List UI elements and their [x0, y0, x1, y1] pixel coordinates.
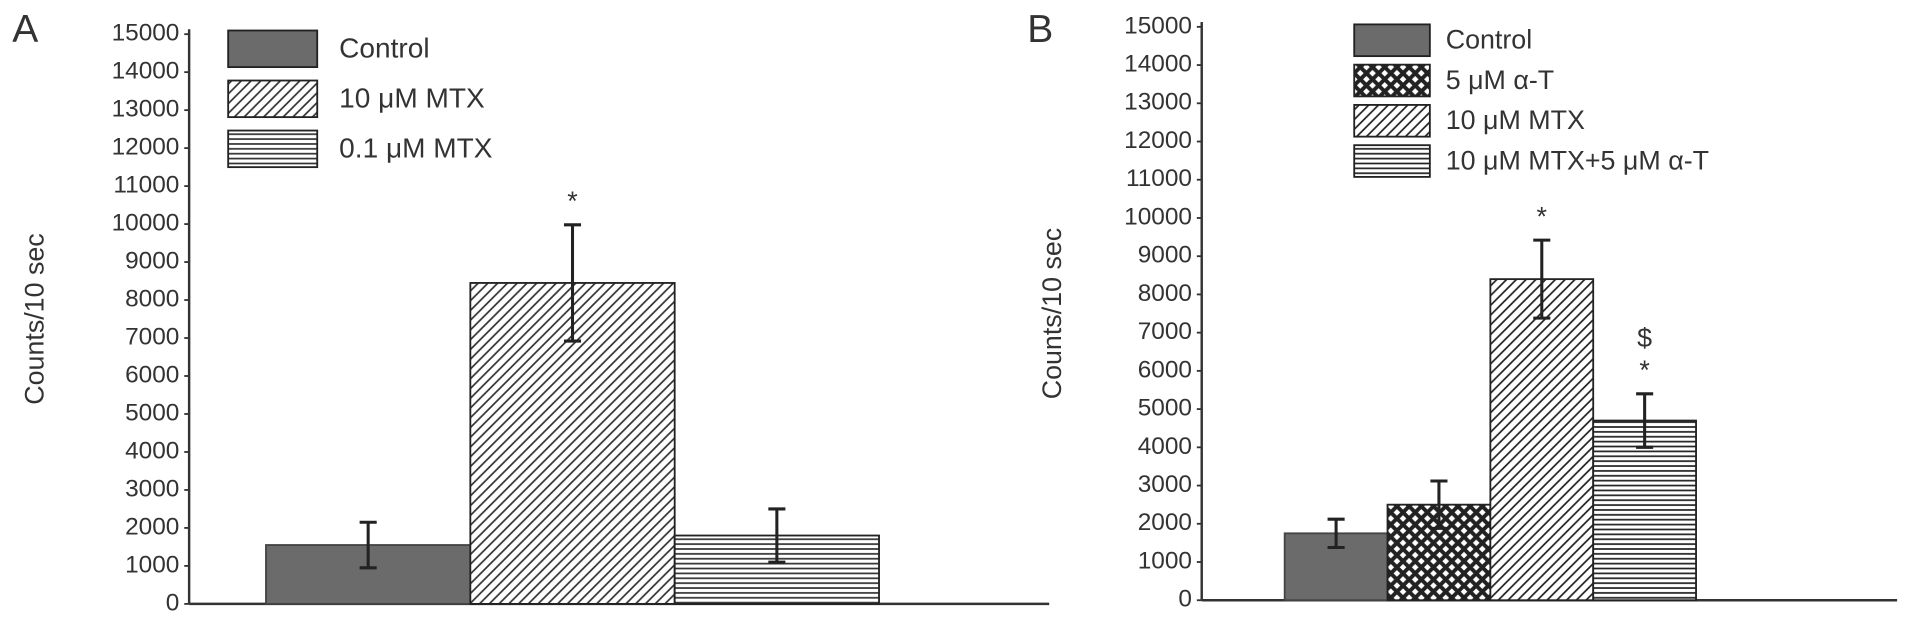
- y-axis-label: Counts/10 sec: [1037, 228, 1067, 400]
- legend-label: Control: [1446, 25, 1532, 55]
- error-bar: [1533, 238, 1551, 320]
- y-tick-label: 14000: [112, 58, 180, 85]
- legend-swatch: [1353, 23, 1431, 58]
- y-tick-label: 10000: [1124, 203, 1192, 230]
- error-bar: [1430, 479, 1448, 530]
- legend-label: 10 μM MTX: [1446, 105, 1585, 135]
- y-tick-label: 12000: [112, 134, 180, 161]
- y-tick-label: 5000: [1138, 395, 1192, 422]
- panel-label: A: [12, 8, 38, 51]
- y-tick-label: 15000: [1124, 12, 1192, 39]
- y-tick-label: 6000: [125, 361, 179, 388]
- y-tick-label: 9000: [125, 247, 179, 274]
- y-tick-label: 9000: [1138, 242, 1192, 269]
- y-tick-label: 2000: [125, 513, 179, 540]
- y-tick-label: 3000: [1138, 471, 1192, 498]
- y-tick-label: 11000: [113, 172, 179, 199]
- significance-mark: $: [1637, 323, 1652, 353]
- error-bar: [1636, 392, 1654, 449]
- y-tick-label: 7000: [125, 323, 179, 350]
- legend-label: 5 μM α-T: [1446, 65, 1554, 95]
- legend-swatch: [1353, 104, 1431, 138]
- legend-label: 0.1 μM MTX: [339, 132, 493, 163]
- legend-label: Control: [339, 32, 429, 63]
- legend-swatch: [1353, 63, 1431, 98]
- error-bar: [768, 507, 786, 564]
- legend-swatch: [227, 29, 319, 69]
- legend-swatch: [227, 79, 319, 119]
- y-tick-label: 3000: [125, 475, 179, 502]
- y-tick-label: 11000: [1126, 165, 1192, 192]
- bar: [1592, 419, 1697, 602]
- y-tick-label: 7000: [1138, 318, 1192, 345]
- significance-mark: *: [567, 186, 578, 216]
- y-tick-label: 8000: [125, 285, 179, 312]
- panel-label: B: [1027, 8, 1053, 51]
- legend-swatch: [227, 129, 319, 169]
- y-tick-label: 13000: [112, 96, 180, 123]
- y-tick-label: 0: [166, 589, 180, 616]
- y-tick-label: 12000: [1124, 127, 1192, 154]
- y-tick-label: 1000: [1138, 547, 1192, 574]
- y-tick-label: 10000: [112, 210, 180, 237]
- y-tick-label: 15000: [112, 20, 180, 47]
- legend-label: 10 μM MTX+5 μM α-T: [1446, 145, 1709, 175]
- legend-label: 10 μM MTX: [339, 82, 485, 113]
- y-tick-label: 5000: [125, 399, 179, 426]
- y-tick-label: 13000: [1124, 89, 1192, 116]
- y-tick-label: 0: [1178, 586, 1192, 613]
- y-tick-label: 14000: [1124, 51, 1192, 78]
- error-bar: [1327, 517, 1345, 550]
- y-tick-label: 4000: [125, 437, 179, 464]
- significance-mark: *: [1537, 201, 1548, 231]
- significance-mark: *: [1639, 355, 1650, 385]
- y-tick-label: 1000: [125, 551, 179, 578]
- y-axis-label: Counts/10 sec: [20, 233, 50, 405]
- error-bar: [563, 223, 582, 343]
- y-tick-label: 6000: [1138, 356, 1192, 383]
- y-tick-label: 8000: [1138, 280, 1192, 307]
- y-tick-label: 2000: [1138, 509, 1192, 536]
- legend-swatch: [1353, 144, 1431, 178]
- error-bar: [359, 520, 377, 570]
- y-tick-label: 4000: [1138, 433, 1192, 460]
- bar: [1489, 278, 1595, 602]
